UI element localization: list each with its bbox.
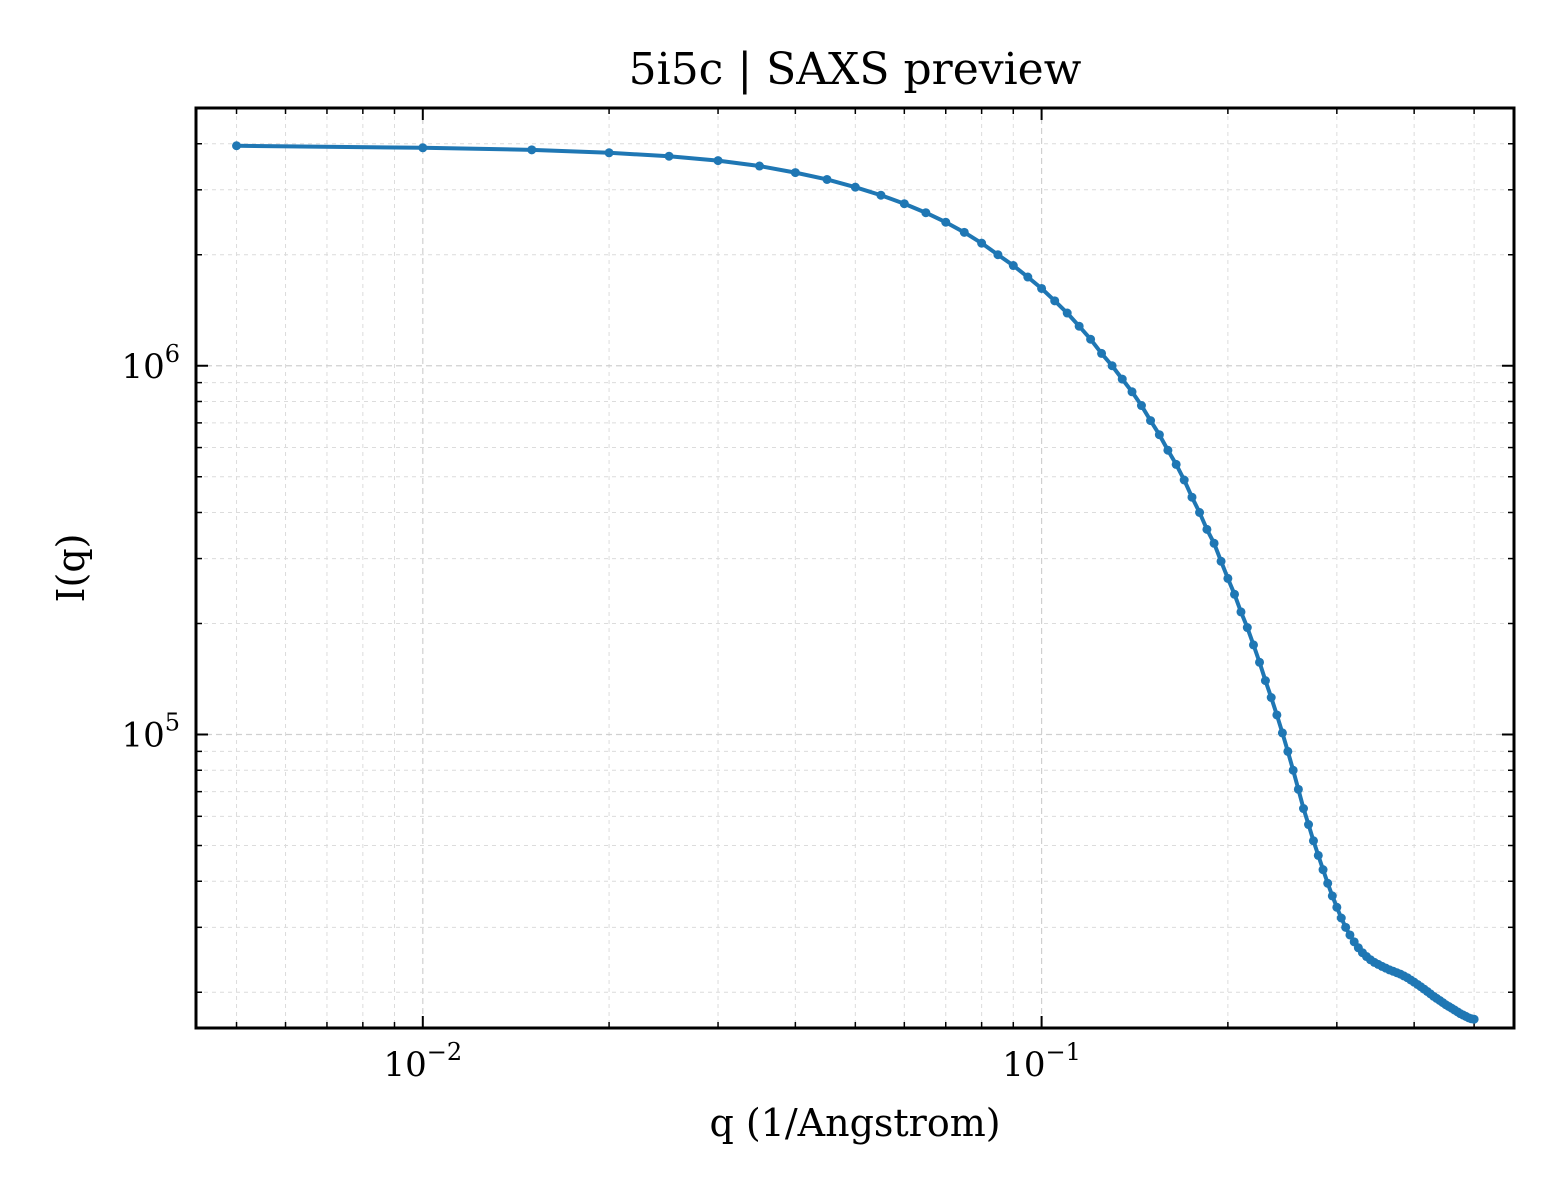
data-point xyxy=(713,156,723,166)
x-tick-label: 10−2 xyxy=(383,1038,462,1085)
data-point xyxy=(1293,784,1303,794)
data-point xyxy=(822,174,832,184)
data-point xyxy=(1255,657,1265,667)
data-point xyxy=(921,208,931,218)
tick-labels: 10−2 10−1 105 106 xyxy=(121,340,1080,1085)
data-point xyxy=(1223,573,1233,583)
x-tick-label: 10−1 xyxy=(1002,1038,1081,1085)
data-point xyxy=(1117,374,1127,384)
data-point xyxy=(1341,922,1351,932)
data-point xyxy=(1318,865,1328,875)
data-point xyxy=(1327,891,1337,901)
data-point xyxy=(876,190,886,200)
data-points xyxy=(232,141,1479,1024)
data-point xyxy=(993,250,1003,260)
data-point xyxy=(1202,524,1212,534)
data-point xyxy=(604,148,614,158)
data-point xyxy=(1332,902,1342,912)
data-point xyxy=(1107,361,1117,371)
data-point xyxy=(1283,746,1293,756)
data-point xyxy=(1195,507,1205,517)
y-tick-label: 105 xyxy=(121,709,180,756)
data-point xyxy=(1313,850,1323,860)
data-point xyxy=(1260,676,1270,686)
data-point xyxy=(1209,538,1219,548)
data-point xyxy=(1323,878,1333,888)
data-point xyxy=(1308,836,1318,846)
data-point xyxy=(664,151,674,161)
data-point xyxy=(977,238,987,248)
data-point xyxy=(1097,348,1107,358)
data-point xyxy=(418,143,428,153)
data-point xyxy=(1074,321,1084,331)
y-tick-label: 106 xyxy=(121,340,180,387)
x-axis-label: q (1/Angstrom) xyxy=(709,1101,1000,1145)
data-point xyxy=(1266,692,1276,702)
data-point xyxy=(1187,492,1197,502)
data-point xyxy=(1171,459,1181,469)
data-point xyxy=(1248,640,1258,650)
data-point xyxy=(232,141,242,151)
data-point xyxy=(1136,401,1146,411)
data-point xyxy=(1336,913,1346,923)
data-point xyxy=(1154,430,1164,440)
data-point xyxy=(1179,475,1189,485)
data-point xyxy=(1023,272,1033,282)
data-point xyxy=(1236,607,1246,617)
data-point xyxy=(1242,623,1252,633)
data-point xyxy=(790,168,800,178)
plot-frame xyxy=(194,106,1516,1030)
data-point xyxy=(1127,387,1137,397)
data-point xyxy=(1216,556,1226,566)
data-point xyxy=(850,182,860,192)
data-point xyxy=(1230,589,1240,599)
data-point xyxy=(1163,445,1173,455)
y-axis-label: I(q) xyxy=(49,534,93,603)
data-point xyxy=(1277,728,1287,738)
data-point xyxy=(754,161,764,171)
data-point xyxy=(1272,710,1282,720)
data-point xyxy=(1146,416,1156,426)
grid xyxy=(196,107,1514,1028)
data-point xyxy=(1050,296,1060,306)
data-point xyxy=(899,199,909,209)
chart-title: 5i5c | SAXS preview xyxy=(629,44,1082,95)
data-point xyxy=(1062,308,1072,318)
data-point xyxy=(941,217,951,227)
data-point xyxy=(1008,261,1018,271)
data-point xyxy=(1086,334,1096,344)
data-point xyxy=(1345,930,1355,940)
data-point xyxy=(1304,820,1314,830)
data-point xyxy=(1288,765,1298,775)
data-point xyxy=(1298,804,1308,814)
data-point xyxy=(1037,283,1047,293)
data-point xyxy=(959,227,969,237)
data-point xyxy=(1469,1014,1479,1024)
data-point xyxy=(527,145,537,155)
